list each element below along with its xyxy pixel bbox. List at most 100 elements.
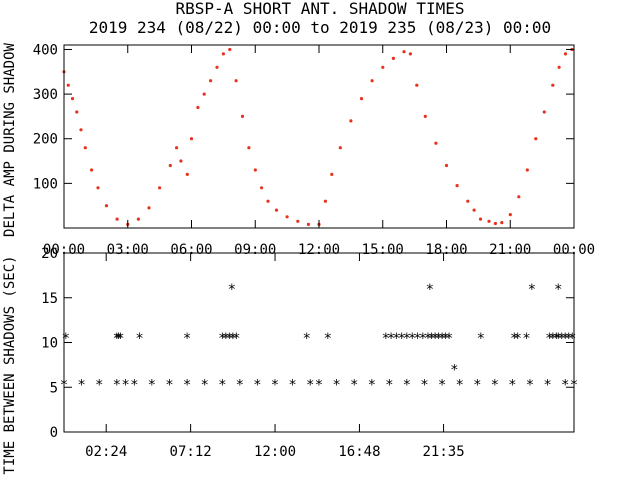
data-point bbox=[551, 83, 555, 87]
data-point bbox=[330, 172, 334, 176]
x-tick-label: 15:00 bbox=[362, 242, 404, 258]
data-point bbox=[415, 83, 419, 87]
data-point bbox=[234, 79, 238, 83]
data-point: * bbox=[434, 331, 442, 347]
data-point: * bbox=[229, 331, 237, 347]
data-point bbox=[209, 79, 213, 83]
data-point bbox=[534, 137, 538, 141]
y-tick-label: 100 bbox=[33, 176, 58, 192]
data-point: * bbox=[477, 331, 485, 347]
x-tick-label: 21:35 bbox=[422, 444, 464, 460]
data-point: * bbox=[288, 378, 296, 394]
data-point bbox=[455, 184, 459, 188]
data-point: * bbox=[561, 378, 569, 394]
panel1-ylabel: DELTA AMP DURING SHADOW bbox=[2, 43, 18, 237]
data-point: * bbox=[135, 331, 143, 347]
x-tick-label: 00:00 bbox=[553, 242, 595, 258]
panel1-ticks-layer: 00:00 03:00 06:00 09:00 12:00 15:00 18:00 21:00… bbox=[33, 42, 595, 258]
data-point bbox=[83, 146, 87, 150]
data-point: * bbox=[473, 378, 481, 394]
data-point bbox=[175, 146, 179, 150]
data-point: * bbox=[522, 331, 530, 347]
x-tick-label: 09:00 bbox=[234, 242, 276, 258]
data-point bbox=[104, 204, 109, 208]
y-tick-label: 10 bbox=[41, 336, 58, 352]
data-point bbox=[402, 50, 406, 54]
data-point: * bbox=[543, 378, 551, 394]
x-tick-label: 18:00 bbox=[425, 242, 467, 258]
data-point bbox=[517, 195, 521, 199]
y-tick-label: 20 bbox=[41, 246, 58, 262]
data-point bbox=[240, 114, 245, 118]
data-point bbox=[359, 97, 364, 101]
data-point: * bbox=[568, 331, 576, 347]
data-point: * bbox=[549, 331, 557, 347]
data-point: * bbox=[236, 378, 244, 394]
data-point: * bbox=[445, 331, 453, 347]
data-point bbox=[381, 65, 385, 69]
data-point: * bbox=[165, 378, 173, 394]
data-point: * bbox=[222, 331, 230, 347]
y-tick-label: 5 bbox=[50, 380, 58, 396]
data-point: * bbox=[426, 282, 434, 298]
data-point bbox=[90, 168, 94, 172]
chart-subtitle: 2019 234 (08/22) 00:00 to 2019 235 (08/2… bbox=[89, 18, 551, 37]
data-point: * bbox=[392, 331, 400, 347]
data-point: * bbox=[397, 331, 405, 347]
data-point bbox=[323, 199, 327, 203]
data-point bbox=[434, 141, 438, 145]
y-tick-label: 200 bbox=[33, 132, 58, 148]
data-point bbox=[196, 105, 200, 110]
data-point: * bbox=[387, 331, 395, 347]
data-point: * bbox=[225, 331, 233, 347]
data-point bbox=[349, 119, 353, 123]
data-point: * bbox=[513, 331, 521, 347]
data-point bbox=[158, 186, 162, 190]
chart-title: RBSP-A SHORT ANT. SHADOW TIMES bbox=[176, 0, 465, 18]
data-point bbox=[202, 92, 206, 96]
x-tick-label: 03:00 bbox=[107, 242, 149, 258]
data-point bbox=[228, 47, 232, 52]
data-point: * bbox=[557, 331, 565, 347]
data-point bbox=[472, 208, 476, 212]
data-point: * bbox=[455, 378, 463, 394]
x-tick-label: 12:00 bbox=[298, 242, 340, 258]
data-point: * bbox=[332, 378, 340, 394]
x-tick-label: 21:00 bbox=[489, 242, 531, 258]
data-point: * bbox=[218, 378, 226, 394]
data-point: * bbox=[420, 378, 428, 394]
panel2-ticks-layer: 02:24 07:12 12:00 16:48 21:35 0 5 10 15 20 bbox=[41, 246, 574, 460]
y-tick-label: 15 bbox=[41, 291, 58, 307]
data-point: * bbox=[113, 378, 121, 394]
data-point: * bbox=[385, 378, 393, 394]
panel1-frame bbox=[63, 44, 575, 229]
data-point: * bbox=[408, 331, 416, 347]
data-point bbox=[115, 217, 119, 221]
x-tick-label: 12:00 bbox=[254, 444, 296, 460]
data-point bbox=[493, 221, 497, 226]
data-point bbox=[466, 199, 470, 203]
data-point bbox=[508, 213, 512, 217]
data-point bbox=[408, 52, 412, 56]
data-point: * bbox=[510, 331, 518, 347]
data-point bbox=[423, 114, 427, 118]
data-point bbox=[253, 168, 257, 172]
data-point bbox=[147, 206, 151, 210]
data-point bbox=[563, 52, 568, 56]
data-point bbox=[285, 215, 289, 219]
data-point: * bbox=[228, 282, 236, 298]
data-point: * bbox=[424, 331, 432, 347]
panel-time-between-shadows: * *** * * ******* * ****************** ** ******… bbox=[2, 246, 578, 475]
data-point: * bbox=[554, 282, 562, 298]
data-point: * bbox=[306, 378, 314, 394]
data-point: * bbox=[545, 331, 553, 347]
data-point bbox=[70, 97, 75, 101]
data-point: * bbox=[508, 378, 516, 394]
data-point: * bbox=[302, 331, 310, 347]
data-point: * bbox=[528, 282, 536, 298]
data-point bbox=[487, 219, 491, 223]
data-point bbox=[247, 146, 251, 150]
data-point: * bbox=[232, 331, 240, 347]
panel1-points-layer bbox=[62, 47, 574, 226]
